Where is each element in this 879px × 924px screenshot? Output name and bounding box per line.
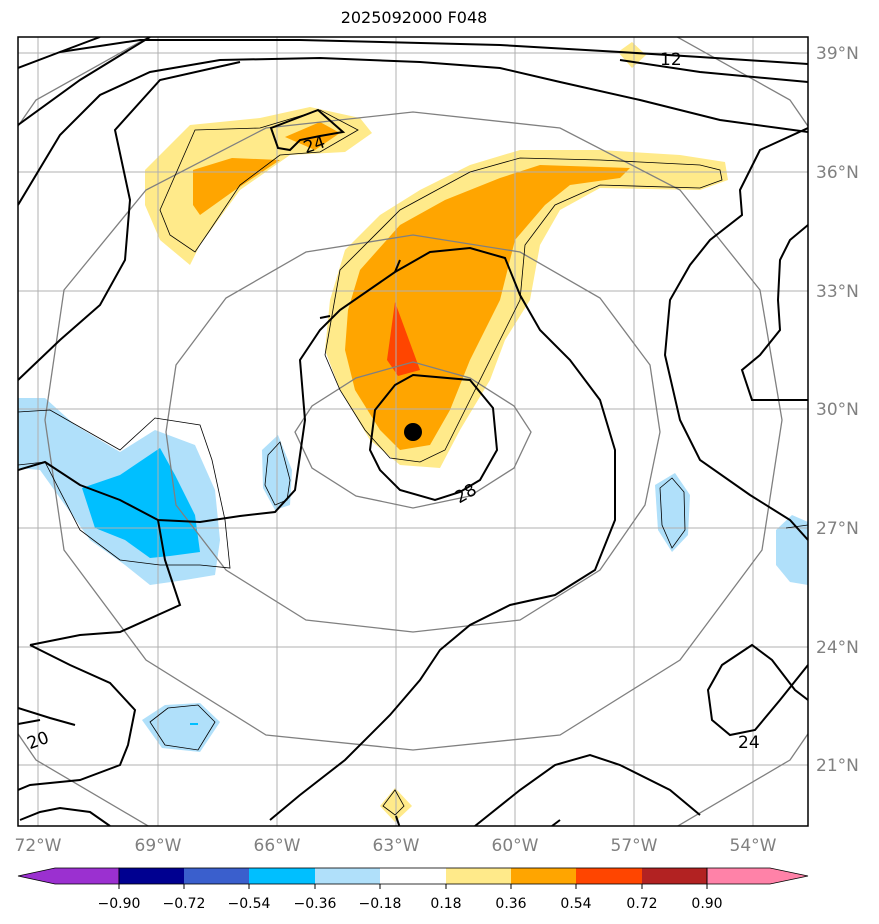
chart-title: 2025092000 F048 — [340, 8, 488, 27]
colorbar-tick-label: −0.90 — [98, 896, 141, 912]
positive-shading-red — [387, 302, 420, 376]
colorbar-tick-label: 0.54 — [560, 896, 591, 912]
contour-label-12: 12 — [660, 50, 682, 70]
colorbar-tick-label: −0.18 — [359, 896, 402, 912]
colorbar-bin — [511, 868, 576, 884]
storm-center-marker — [404, 423, 422, 441]
lon-tick: 66°W — [254, 836, 301, 856]
positive-shading-yellow-top — [618, 42, 646, 68]
colorbar-tick-label: −0.36 — [294, 896, 337, 912]
lon-tick: 69°W — [135, 836, 182, 856]
lon-tick: 60°W — [492, 836, 539, 856]
positive-shading-orange-nw2 — [285, 122, 340, 150]
lat-tick: 33°N — [816, 282, 859, 302]
colorbar-bin — [315, 868, 380, 884]
colorbar-tick-label: 0.90 — [691, 896, 722, 912]
lat-tick: 39°N — [816, 44, 859, 64]
lat-tick: 24°N — [816, 638, 859, 658]
map-frame — [17, 36, 809, 827]
colorbar-tick-label: 0.36 — [495, 896, 526, 912]
negative-shading-skyblue-west — [82, 448, 200, 558]
lat-tick: 30°N — [816, 400, 859, 420]
lon-tick: 57°W — [611, 836, 658, 856]
colorbar-bin — [642, 868, 707, 884]
lon-tick: 63°W — [373, 836, 420, 856]
colorbar-bin — [184, 868, 249, 884]
colorbar-extend-high — [706, 867, 809, 885]
lon-tick: 72°W — [15, 836, 62, 856]
contour-label-28: 28 — [452, 480, 481, 508]
lat-tick: 21°N — [816, 756, 859, 776]
colorbar: −0.90 −0.72 −0.54 −0.36 −0.18 0.18 0.36 … — [17, 867, 809, 912]
range-ring-1 — [294, 361, 532, 509]
gridlines — [18, 37, 808, 826]
lat-axis-labels: 39°N 36°N 33°N 30°N 27°N 24°N 21°N — [816, 44, 859, 776]
lon-tick: 54°W — [730, 836, 777, 856]
range-ring-2 — [165, 234, 661, 633]
contour-label-24-southeast: 24 — [738, 733, 760, 753]
range-rings — [18, 37, 808, 826]
colorbar-bin — [249, 868, 315, 884]
lat-tick: 27°N — [816, 519, 859, 539]
colorbar-tick-label: −0.54 — [228, 896, 271, 912]
negative-shading-lightblue-2 — [655, 473, 690, 552]
contour-28 — [368, 373, 499, 502]
colorbar-tick-label: 0.18 — [430, 896, 461, 912]
colorbar-tick-label: −0.72 — [163, 896, 206, 912]
colorbar-extend-low — [17, 867, 120, 885]
shading-layer — [18, 42, 808, 822]
thick-contours — [18, 37, 808, 826]
lon-axis-labels: 72°W 69°W 66°W 63°W 60°W 57°W 54°W — [15, 836, 777, 856]
positive-shading-orange-nw — [193, 158, 280, 215]
colorbar-bin — [446, 868, 511, 884]
positive-shading-orange-band — [345, 165, 630, 450]
lat-tick: 36°N — [816, 163, 859, 183]
range-ring-3 — [44, 111, 783, 751]
colorbar-tick-label: 0.72 — [626, 896, 657, 912]
colorbar-bin — [576, 868, 642, 884]
colorbar-bin — [119, 868, 184, 884]
colorbar-bin — [380, 868, 446, 884]
